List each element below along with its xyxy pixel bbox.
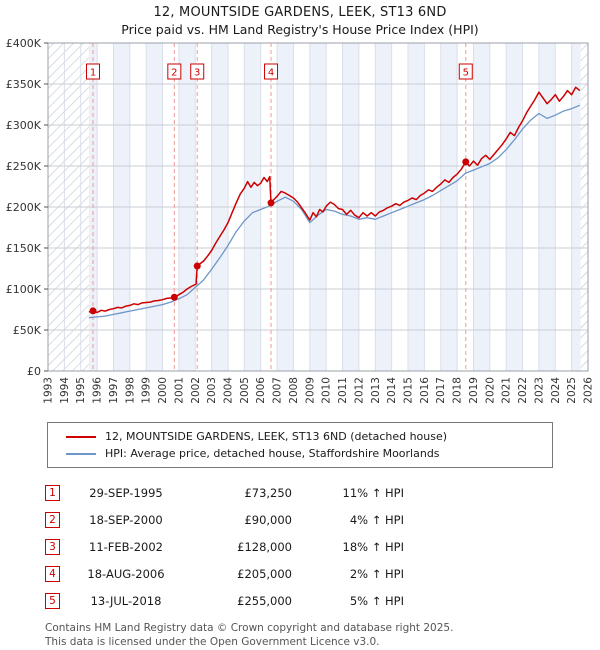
legend-item-property: 12, MOUNTSIDE GARDENS, LEEK, ST13 6ND (d… — [58, 428, 542, 445]
svg-text:1997: 1997 — [108, 377, 120, 404]
legend-item-hpi: HPI: Average price, detached house, Staf… — [58, 445, 542, 462]
license-line-1: Contains HM Land Registry data © Crown c… — [45, 622, 454, 634]
svg-text:2011: 2011 — [337, 377, 349, 404]
svg-text:2019: 2019 — [468, 377, 480, 404]
table-row: 4 18-AUG-2006 £205,000 2% ↑ HPI — [45, 560, 600, 587]
sale-number-badge: 1 — [45, 484, 60, 501]
svg-text:2026: 2026 — [583, 377, 595, 404]
sale-hpi-delta: 2% ↑ HPI — [349, 566, 404, 581]
svg-text:£150K: £150K — [6, 242, 42, 255]
svg-text:1995: 1995 — [75, 377, 87, 404]
sale-date: 18-AUG-2006 — [87, 566, 165, 581]
table-row: 2 18-SEP-2000 £90,000 4% ↑ HPI — [45, 506, 600, 533]
sale-price: £128,000 — [237, 539, 292, 554]
sale-date: 11-FEB-2002 — [89, 539, 163, 554]
chart-subtitle: Price paid vs. HM Land Registry's House … — [121, 22, 479, 37]
sale-hpi-delta: 5% ↑ HPI — [349, 593, 404, 608]
svg-text:2021: 2021 — [501, 377, 513, 404]
svg-text:1998: 1998 — [124, 377, 136, 404]
svg-text:1999: 1999 — [141, 377, 153, 404]
svg-text:2008: 2008 — [288, 377, 300, 404]
svg-text:2015: 2015 — [403, 377, 415, 404]
svg-text:2020: 2020 — [484, 377, 496, 404]
sale-date: 18-SEP-2000 — [89, 512, 163, 527]
svg-text:2023: 2023 — [533, 377, 545, 404]
svg-text:£100K: £100K — [6, 283, 42, 296]
svg-text:2016: 2016 — [419, 377, 431, 404]
table-row: 1 29-SEP-1995 £73,250 11% ↑ HPI — [45, 479, 600, 506]
svg-text:1996: 1996 — [92, 377, 104, 404]
sale-price: £205,000 — [237, 566, 292, 581]
sale-price: £255,000 — [237, 593, 292, 608]
sale-date: 29-SEP-1995 — [89, 485, 163, 500]
svg-text:2025: 2025 — [566, 377, 578, 404]
svg-text:2006: 2006 — [255, 377, 267, 404]
sale-number-badge: 3 — [45, 538, 60, 555]
svg-text:2022: 2022 — [517, 377, 529, 404]
hpi-line-swatch — [66, 452, 96, 455]
svg-text:2024: 2024 — [550, 377, 562, 404]
svg-text:2013: 2013 — [370, 377, 382, 404]
svg-text:2010: 2010 — [321, 377, 333, 404]
svg-text:2018: 2018 — [452, 377, 464, 404]
sale-number-badge: 4 — [45, 565, 60, 582]
sale-hpi-delta: 18% ↑ HPI — [342, 539, 404, 554]
svg-text:2014: 2014 — [386, 377, 398, 404]
legend-label-hpi: HPI: Average price, detached house, Staf… — [105, 447, 440, 460]
svg-text:3: 3 — [194, 68, 200, 79]
svg-text:£250K: £250K — [6, 160, 42, 173]
svg-text:2004: 2004 — [223, 377, 235, 404]
svg-text:2007: 2007 — [272, 377, 284, 404]
svg-text:2002: 2002 — [190, 377, 202, 404]
sale-date: 13-JUL-2018 — [90, 593, 162, 608]
property-line-swatch — [66, 435, 96, 438]
sale-price: £90,000 — [244, 512, 292, 527]
svg-text:2017: 2017 — [435, 377, 447, 404]
svg-text:1993: 1993 — [43, 377, 55, 404]
svg-text:£200K: £200K — [6, 201, 42, 214]
sales-table: 1 29-SEP-1995 £73,250 11% ↑ HPI 2 18-SEP… — [45, 479, 600, 614]
table-row: 3 11-FEB-2002 £128,000 18% ↑ HPI — [45, 533, 600, 560]
svg-text:£350K: £350K — [6, 78, 42, 91]
svg-text:2: 2 — [171, 68, 177, 79]
svg-text:2009: 2009 — [304, 377, 316, 404]
price-history-chart: 1 2 3 4 5 £0 £50K £100K £150K £200K £250K £300K £350… — [6, 37, 595, 404]
svg-text:2000: 2000 — [157, 377, 169, 404]
sale-number-badge: 2 — [45, 511, 60, 528]
svg-text:£300K: £300K — [6, 119, 42, 132]
svg-text:£400K: £400K — [6, 37, 42, 50]
table-row: 5 13-JUL-2018 £255,000 5% ↑ HPI — [45, 587, 600, 614]
chart-legend: 12, MOUNTSIDE GARDENS, LEEK, ST13 6ND (d… — [47, 422, 553, 468]
svg-text:2012: 2012 — [353, 377, 365, 404]
license-note: Contains HM Land Registry data © Crown c… — [45, 622, 600, 649]
license-line-2: This data is licensed under the Open Gov… — [45, 635, 380, 648]
svg-text:£50K: £50K — [13, 324, 42, 337]
svg-text:4: 4 — [268, 68, 274, 79]
sale-number-badge: 5 — [45, 592, 60, 609]
svg-text:1: 1 — [90, 68, 96, 79]
chart-title: 12, MOUNTSIDE GARDENS, LEEK, ST13 6ND — [153, 5, 447, 20]
svg-text:2005: 2005 — [239, 377, 251, 404]
sale-price: £73,250 — [244, 485, 292, 500]
sale-hpi-delta: 11% ↑ HPI — [342, 485, 404, 500]
svg-text:£0: £0 — [27, 365, 41, 378]
svg-text:5: 5 — [463, 68, 469, 79]
legend-label-property: 12, MOUNTSIDE GARDENS, LEEK, ST13 6ND (d… — [105, 430, 448, 443]
svg-text:2003: 2003 — [206, 377, 218, 404]
svg-text:2001: 2001 — [173, 377, 185, 404]
svg-text:1994: 1994 — [59, 377, 71, 404]
sale-hpi-delta: 4% ↑ HPI — [349, 512, 404, 527]
